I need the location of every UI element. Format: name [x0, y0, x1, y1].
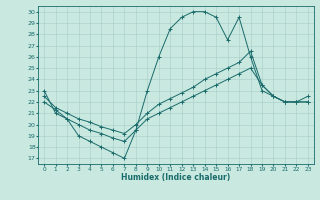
X-axis label: Humidex (Indice chaleur): Humidex (Indice chaleur): [121, 173, 231, 182]
